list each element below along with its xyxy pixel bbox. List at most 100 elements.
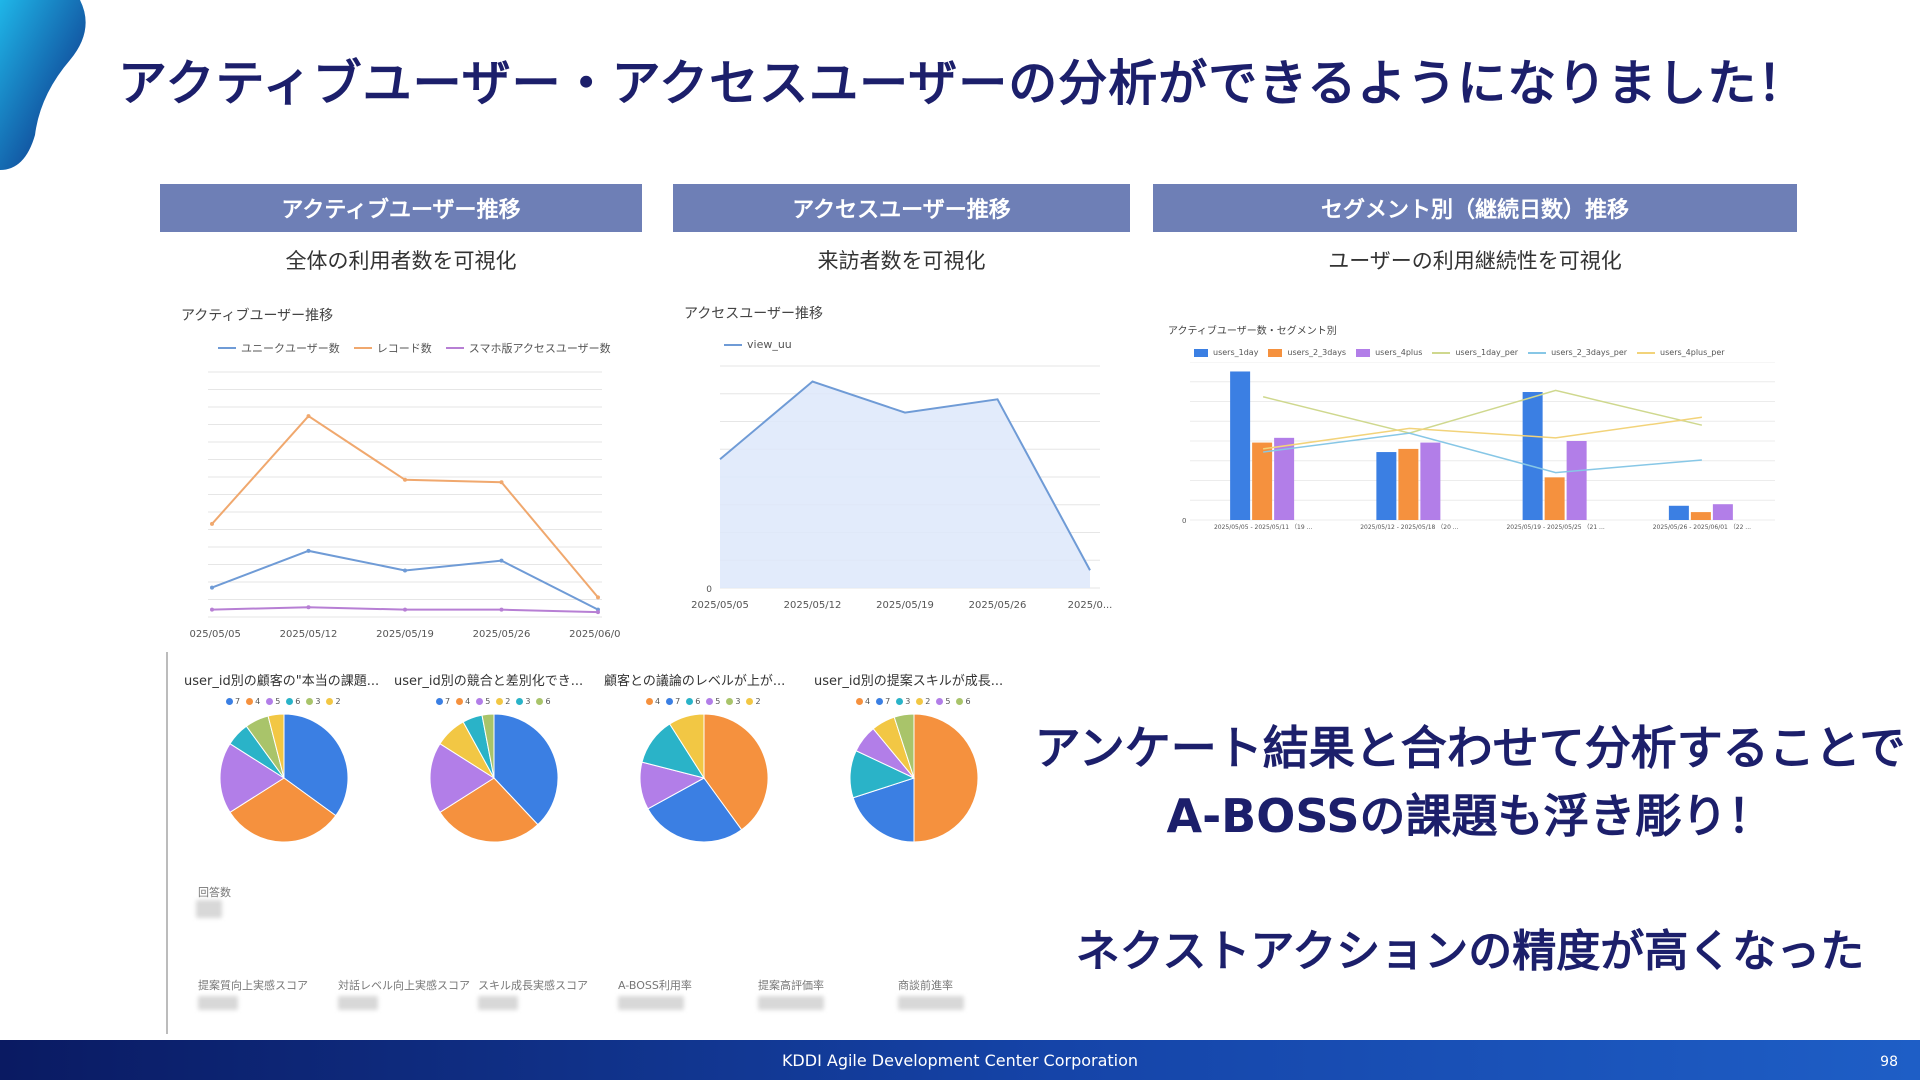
score-label: スキル成長実感スコア bbox=[478, 979, 588, 992]
data-point bbox=[596, 610, 600, 615]
pie-slice bbox=[429, 743, 495, 813]
slide-title: アクティブユーザー・アクセスユーザーの分析ができるようになりました！ bbox=[118, 55, 1808, 112]
legend-swatch-icon bbox=[1268, 348, 1283, 357]
pie-legend-item: 6 bbox=[536, 697, 551, 706]
chart1-legend: ユニークユーザー数 レコード数 スマホ版アクセスユーザー数 bbox=[218, 340, 611, 356]
pie-legend-item: 7 bbox=[226, 697, 240, 706]
chart1-legend-item: スマホ版アクセスユーザー数 bbox=[445, 340, 611, 356]
bar bbox=[1376, 452, 1397, 520]
pie-legend-item: 4 bbox=[246, 697, 260, 706]
pie-legend-item: 2 bbox=[746, 697, 761, 706]
chart1-title: アクティブユーザー推移 bbox=[181, 308, 334, 324]
pie-legend-item: 7 bbox=[436, 697, 450, 706]
x-tick-label: 2025/05/26 bbox=[969, 600, 1027, 611]
area-fill bbox=[720, 381, 1090, 588]
pie-slice bbox=[703, 713, 769, 831]
pie-legend-item: 7 bbox=[876, 697, 890, 706]
legend-dot-icon bbox=[666, 698, 674, 705]
data-point bbox=[403, 568, 407, 573]
pie-title: 顧客との議論のレベルが上が... bbox=[604, 674, 786, 689]
panel-subtitle-active-users: 全体の利用者数を可視化 bbox=[285, 249, 517, 273]
legend-swatch-icon bbox=[445, 347, 464, 349]
panel-subtitle-access-users: 来訪者数を可視化 bbox=[817, 249, 986, 273]
legend-label: 7 bbox=[885, 697, 891, 706]
data-point bbox=[306, 548, 311, 553]
pie-slice bbox=[852, 777, 915, 843]
y-tick-label: 0 bbox=[706, 585, 712, 595]
legend-label: 7 bbox=[675, 697, 681, 706]
pie-slice bbox=[669, 713, 705, 780]
pie-chart bbox=[634, 708, 774, 852]
chart2-legend-item: view_uu bbox=[724, 338, 792, 351]
pie-chart bbox=[214, 708, 354, 852]
legend-dot-icon bbox=[646, 698, 653, 705]
data-point bbox=[499, 480, 504, 485]
x-tick-label: 2025/05/12 - 2025/05/18 （20 ... bbox=[1360, 524, 1458, 531]
callout-line-1: アンケート結果と合わせて分析することで bbox=[1034, 721, 1906, 775]
pie-slice bbox=[439, 777, 539, 843]
pie-chart bbox=[424, 708, 564, 852]
legend-dot-icon bbox=[306, 698, 314, 705]
legend-label: ユニークユーザー数 bbox=[241, 342, 340, 355]
pie-legend-item: 5 bbox=[266, 697, 280, 706]
legend-label: 4 bbox=[655, 697, 661, 706]
pie-legend-item: 5 bbox=[936, 697, 950, 706]
pie-slice bbox=[893, 713, 915, 779]
pie-slice bbox=[267, 713, 285, 779]
legend-dot-icon bbox=[226, 698, 233, 705]
legend-dot-icon bbox=[686, 698, 694, 705]
pie-legend-item: 3 bbox=[306, 697, 320, 706]
bar bbox=[1274, 437, 1295, 520]
legend-dot-icon bbox=[916, 698, 924, 705]
panel-header-access-users: アクセスユーザー推移 bbox=[673, 184, 1130, 232]
response-count-label: 回答数 bbox=[198, 886, 231, 899]
legend-dot-icon bbox=[326, 698, 334, 705]
legend-dot-icon bbox=[476, 698, 484, 705]
chart1-legend-item: ユニークユーザー数 bbox=[218, 340, 340, 356]
score-label: 提案質向上実感スコア bbox=[198, 979, 308, 992]
legend-dot-icon bbox=[706, 698, 714, 705]
pie-legend-item: 2 bbox=[326, 697, 341, 706]
pie-legend-item: 5 bbox=[476, 697, 490, 706]
x-tick-label: 2025/05/19 bbox=[876, 600, 934, 611]
chart1-legend-item: レコード数 bbox=[353, 340, 432, 356]
score-label: 提案高評価率 bbox=[758, 979, 824, 992]
legend-dot-icon bbox=[936, 698, 944, 705]
pie-legend-item: 6 bbox=[956, 697, 971, 706]
x-tick-label: 2025/05/19 bbox=[376, 629, 434, 640]
chart3-legend-item: users_2_3days bbox=[1268, 348, 1346, 357]
chart3-legend-item: users_4plus_per bbox=[1637, 348, 1725, 357]
series-line bbox=[211, 549, 599, 611]
legend-label: 2 bbox=[335, 697, 341, 706]
panel-subtitle-segment: ユーザーの利用継続性を可視化 bbox=[1328, 249, 1622, 273]
x-tick-label: 2025/06/02 bbox=[569, 629, 620, 640]
pie-legend: 4 7 3 2 5 6 bbox=[856, 697, 971, 706]
series-line bbox=[719, 380, 1091, 571]
legend-swatch-icon bbox=[1194, 348, 1208, 357]
bar bbox=[1230, 371, 1251, 520]
pie-slice bbox=[229, 777, 337, 843]
score-value bbox=[758, 996, 824, 1010]
bar bbox=[1566, 441, 1587, 520]
pie-legend-item: 4 bbox=[856, 697, 870, 706]
data-point bbox=[403, 477, 407, 482]
legend-label: users_1day bbox=[1213, 348, 1259, 357]
legend-dot-icon bbox=[726, 698, 734, 705]
pie-legend-item: 2 bbox=[496, 697, 510, 706]
chart3-legend-item: users_1day bbox=[1194, 348, 1258, 357]
pie-slice bbox=[913, 713, 979, 843]
legend-label: 6 bbox=[545, 697, 551, 706]
data-point bbox=[499, 558, 504, 563]
x-tick-label: 2025/05/05 - 2025/05/11 （19 ... bbox=[1214, 524, 1312, 531]
pie-legend-item: 3 bbox=[896, 697, 910, 706]
pie-legend-item: 6 bbox=[686, 697, 700, 706]
legend-dot-icon bbox=[536, 698, 544, 705]
pie-legend: 7 4 5 2 3 6 bbox=[436, 697, 551, 706]
data-point bbox=[210, 585, 214, 590]
legend-label: 7 bbox=[235, 697, 241, 706]
pie-title: user_id別の競合と差別化でき... bbox=[394, 674, 584, 689]
legend-label: 3 bbox=[735, 697, 741, 706]
series-line bbox=[1263, 432, 1702, 474]
chart3-legend-item: users_1day_per bbox=[1432, 348, 1518, 357]
pie-legend-item: 7 bbox=[666, 697, 680, 706]
